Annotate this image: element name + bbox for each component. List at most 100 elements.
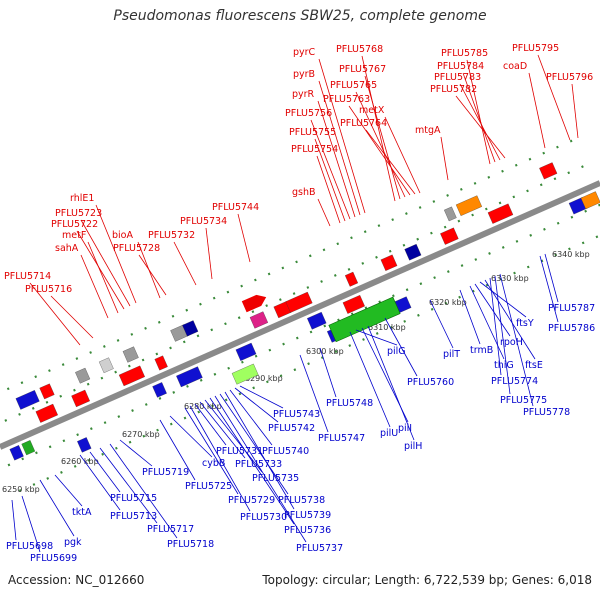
top-leader-line: [440, 136, 449, 181]
bottom-gene-label: PFLU5775: [500, 395, 547, 406]
bottom-leader-line: [479, 281, 527, 318]
gene-block: [9, 445, 24, 461]
bottom-gene-label: pilG: [387, 346, 406, 357]
bottom-leader-line: [234, 387, 279, 423]
bottom-gene-label: PFLU5718: [167, 539, 214, 550]
tick-label: 6330 kbp: [491, 274, 529, 283]
bottom-leader-line: [494, 275, 511, 395]
top-leader-line: [466, 59, 491, 165]
bottom-leader-line: [204, 399, 263, 473]
top-gene-label: PFLU5767: [339, 64, 386, 75]
bottom-leader-line: [224, 391, 295, 510]
bottom-gene-label: tktA: [72, 507, 92, 518]
bottom-leader-line: [194, 403, 227, 446]
bottom-gene-label: pilI: [398, 423, 412, 434]
top-leader-line: [459, 83, 501, 161]
top-leader-line: [384, 116, 421, 194]
bottom-gene-label: PFLU5747: [318, 433, 365, 444]
bottom-gene-label: PFLU5740: [262, 446, 309, 457]
large-gene-block: [328, 296, 401, 343]
bottom-leader-line: [489, 277, 502, 376]
bottom-gene-label: PFLU5739: [284, 510, 331, 521]
top-leader-line: [348, 105, 411, 196]
top-gene-label: PFLU5783: [434, 72, 481, 83]
bottom-leader-line: [229, 389, 273, 446]
gene-block: [176, 366, 203, 388]
gene-block: [122, 346, 139, 363]
gene-block: [71, 389, 90, 408]
bottom-gene-label: ftsE: [525, 360, 543, 371]
gene-block: [380, 254, 398, 271]
top-gene-label: PFLU5784: [437, 61, 484, 72]
genome-summary: Topology: circular; Length: 6,722,539 bp…: [262, 573, 592, 587]
gene-block: [342, 294, 365, 314]
gene-block: [539, 162, 558, 180]
bottom-leader-line: [319, 347, 337, 398]
top-leader-line: [87, 241, 119, 314]
top-gene-label: PFLU5728: [113, 243, 160, 254]
top-gene-label: PFLU5764: [340, 118, 387, 129]
top-leader-line: [571, 83, 579, 139]
bottom-leader-line: [239, 385, 284, 409]
tick-label: 6250 kbp: [2, 485, 40, 494]
bottom-leader-line: [349, 331, 391, 428]
bottom-leader-line: [159, 419, 196, 481]
bottom-leader-line: [54, 474, 83, 507]
top-leader-line: [80, 219, 131, 307]
top-leader-line: [317, 100, 356, 218]
bottom-leader-line: [367, 325, 415, 441]
bottom-gene-label: PFLU5786: [548, 323, 595, 334]
top-leader-line: [317, 198, 331, 227]
top-leader-line: [310, 119, 351, 220]
bottom-gene-label: PFLU5778: [523, 407, 570, 418]
top-leader-line: [528, 72, 546, 149]
top-gene-label: PFLU5756: [285, 108, 332, 119]
bottom-leader-line: [355, 329, 398, 346]
gene-block: [235, 342, 257, 361]
bottom-leader-line: [79, 454, 121, 511]
gene-block: [15, 390, 40, 410]
bottom-gene-label: PFLU5699: [30, 553, 77, 564]
top-leader-line: [237, 213, 251, 263]
top-gene-label: PFLU5785: [441, 48, 488, 59]
top-gene-label: mtgA: [415, 125, 441, 136]
bottom-gene-label: rpoH: [500, 337, 523, 348]
bottom-leader-line: [89, 451, 121, 493]
top-gene-label: PFLU5722: [51, 219, 98, 230]
bottom-leader-line: [459, 289, 481, 345]
top-gene-label: pyrC: [293, 47, 316, 58]
top-gene-label: PFLU5782: [430, 84, 477, 95]
bottom-leader-line: [99, 447, 158, 524]
top-gene-label: PFLU5755: [289, 127, 336, 138]
bottom-gene-label: PFLU5715: [110, 493, 157, 504]
top-leader-line: [355, 91, 406, 198]
bottom-leader-line: [429, 299, 454, 349]
top-leader-line: [365, 129, 416, 195]
bottom-gene-label: PFLU5713: [110, 511, 157, 522]
bottom-gene-label: PFLU5725: [185, 481, 232, 492]
gene-block: [285, 291, 313, 313]
top-gene-label: PFLU5732: [148, 230, 195, 241]
gene-block: [152, 382, 167, 398]
bottom-leader-line: [484, 279, 536, 360]
bottom-gene-label: PFLU5742: [268, 423, 315, 434]
top-gene-label: pyrB: [293, 69, 315, 80]
top-gene-label: PFLU5714: [4, 271, 51, 282]
bottom-gene-label: PFLU5787: [548, 303, 595, 314]
bottom-gene-label: ftsY: [516, 318, 534, 329]
gene-block: [249, 311, 269, 329]
bottom-leader-line: [189, 405, 251, 512]
bottom-leader-line: [474, 283, 511, 337]
bottom-gene-label: PFLU5774: [491, 376, 538, 387]
top-gene-label: PFLU5716: [25, 284, 72, 295]
bottom-gene-label: PFLU5736: [284, 525, 331, 536]
gene-block: [98, 357, 114, 374]
top-gene-label: metF: [62, 230, 86, 241]
top-leader-line: [316, 155, 341, 224]
bottom-leader-line: [109, 443, 178, 539]
bottom-gene-label: cybB: [202, 458, 225, 469]
top-gene-label: PFLU5744: [212, 202, 259, 213]
gene-block: [154, 355, 168, 371]
top-leader-line: [318, 80, 361, 216]
